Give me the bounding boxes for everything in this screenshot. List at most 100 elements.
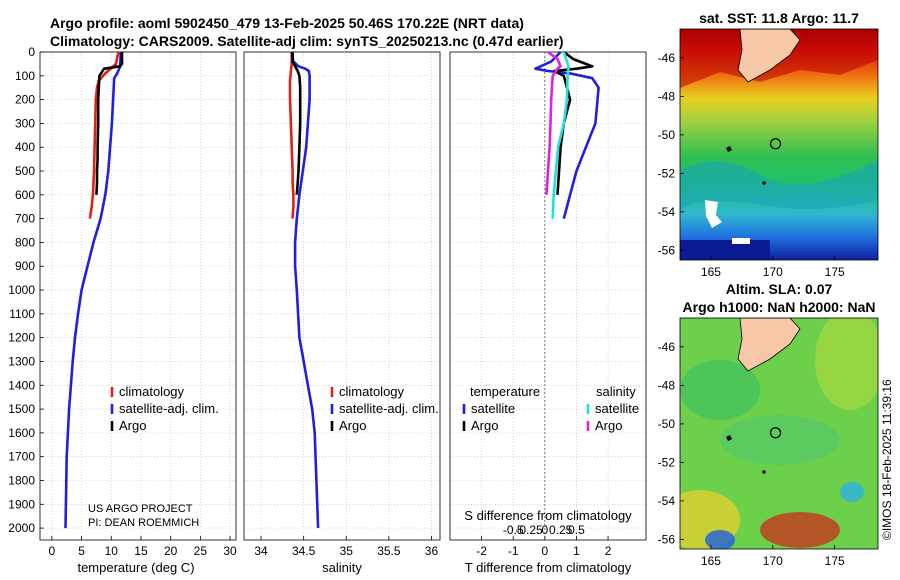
difference-series-salinity-satellite: [551, 51, 570, 219]
temperature-series-climatology: [88, 51, 120, 219]
depth-tick-label: 100: [15, 69, 35, 83]
sla-lon-tick-label: 170: [763, 554, 783, 568]
salinity-xtick-label: 34: [254, 544, 268, 558]
diff-temperature-legend-label: Argo: [471, 418, 498, 433]
diff-salinity-legend-label: Argo: [595, 418, 622, 433]
difference-panel: -2 -1 0 1 2 S difference from climatology -0…: [449, 50, 647, 575]
sst-missing-patch-1: [705, 200, 722, 228]
salinity-difference-tick-label: 0.5: [568, 523, 585, 537]
depth-tick-label: 0: [28, 45, 35, 59]
sst-lat-tick-label: -56: [658, 243, 676, 257]
salinity-panel: 34 34.5 35 35.5 36 salinity climatology satel…: [243, 51, 441, 575]
sla-map-title-line1: Altim. SLA: 0.07: [726, 281, 833, 297]
salinity-legend-label: climatology: [339, 384, 405, 399]
sst-lat-tick-label: -46: [658, 51, 676, 65]
depth-tick-label: 300: [15, 116, 35, 130]
sla-profile-location-marker: [769, 427, 782, 439]
temperature-xtick-label: 15: [134, 544, 148, 558]
sla-island-2: [762, 470, 766, 474]
sst-island-1: [726, 146, 732, 152]
sla-map-title-line2: Argo h1000: NaN h2000: NaN: [683, 299, 876, 315]
depth-tick-label: 1200: [8, 331, 35, 345]
difference-xtick-label: 1: [573, 544, 580, 558]
temperature-xlabel: temperature (deg C): [77, 560, 194, 575]
salinity-difference-label: S difference from climatology: [464, 508, 632, 523]
temperature-xtick-label: 30: [223, 544, 237, 558]
diff-salinity-legend-label: satellite: [595, 401, 639, 416]
salinity-difference-tick-label: -0.25: [515, 523, 543, 537]
salinity-series-satellite-adj-clim-: [290, 51, 320, 529]
sla-map-panel: Altim. SLA: 0.07 Argo h1000: NaN h2000: …: [658, 281, 879, 568]
sst-lon-tick-label: 175: [825, 265, 845, 279]
salinity-legend-label: Argo: [339, 418, 366, 433]
temperature-xtick-label: 0: [49, 544, 56, 558]
sla-lon-tick-label: 165: [701, 554, 721, 568]
salinity-xtick-label: 36: [425, 544, 439, 558]
difference-xtick-label: -2: [476, 544, 487, 558]
sla-patch-1: [680, 360, 760, 420]
sla-land-new-zealand: [737, 318, 801, 372]
sla-patch-2: [815, 318, 878, 410]
diff-legend-salinity-title: salinity: [596, 384, 636, 399]
depth-tick-label: 700: [15, 212, 35, 226]
imos-watermark: ©IMOS 18-Feb-2025 11:39:16: [880, 379, 894, 540]
sla-lat-tick-label: -50: [658, 417, 676, 431]
credit-line1: US ARGO PROJECT: [88, 503, 193, 515]
sla-lon-tick-label: 175: [825, 554, 845, 568]
depth-tick-label: 200: [15, 93, 35, 107]
figure-title-line2: Climatology: CARS2009. Satellite-adj cli…: [50, 33, 564, 49]
salinity-xtick-label: 35.5: [377, 544, 401, 558]
diff-legend-temperature-title: temperature: [470, 384, 540, 399]
sst-island-2: [762, 181, 766, 185]
sst-missing-patch-2: [732, 238, 750, 244]
sst-lat-tick-label: -54: [658, 205, 676, 219]
sla-lat-tick-label: -48: [658, 378, 676, 392]
depth-tick-label: 1100: [9, 307, 35, 321]
sst-lat-tick-label: -48: [658, 89, 676, 103]
sst-lat-tick-label: -50: [658, 128, 676, 142]
salinity-axes-frame: [243, 51, 441, 541]
depth-tick-label: 2000: [8, 521, 35, 535]
depth-tick-label: 1400: [8, 378, 35, 392]
salinity-series-climatology: [288, 52, 295, 219]
sst-map-panel: sat. SST: 11.8 Argo: 11.7 165 170 175 -46 -4…: [658, 10, 879, 279]
depth-tick-label: 400: [15, 140, 35, 154]
difference-xtick-label: 0: [541, 544, 548, 558]
sla-lat-tick-label: -52: [658, 455, 676, 469]
depth-tick-label: 1600: [8, 426, 35, 440]
sst-profile-location-marker: [769, 138, 782, 150]
sla-low-2: [840, 482, 864, 502]
depth-tick-label: 1500: [8, 402, 35, 416]
salinity-xtick-label: 34.5: [292, 544, 316, 558]
depth-tick-label: 600: [15, 188, 35, 202]
difference-series-salinity-argo: [545, 50, 562, 195]
salinity-difference-tick-label: 0.25: [549, 523, 573, 537]
depth-tick-label: 1800: [8, 473, 35, 487]
temperature-legend-label: satellite-adj. clim.: [119, 401, 219, 416]
salinity-difference-tick-label: 0: [541, 523, 548, 537]
temperature-xtick-label: 20: [164, 544, 178, 558]
sst-lat-tick-label: -52: [658, 166, 676, 180]
depth-tick-label: 500: [15, 164, 35, 178]
difference-series-temperature-satellite: [534, 51, 600, 219]
credit-line2: PI: DEAN ROEMMICH: [88, 517, 199, 529]
sla-high-2: [760, 512, 840, 548]
salinity-legend-label: satellite-adj. clim.: [339, 401, 439, 416]
salinity-xlabel: salinity: [322, 560, 362, 575]
depth-tick-label: 900: [15, 259, 35, 273]
sst-map-frame: [679, 28, 879, 261]
temperature-series-argo: [95, 52, 124, 195]
depth-tick-label: 1700: [8, 450, 35, 464]
depth-tick-label: 1000: [8, 283, 35, 297]
depth-tick-label: 800: [15, 235, 35, 249]
temperature-xtick-label: 5: [78, 544, 85, 558]
sla-patch-3: [720, 415, 840, 465]
sla-lat-tick-label: -56: [658, 532, 676, 546]
sst-map-title: sat. SST: 11.8 Argo: 11.7: [699, 10, 859, 26]
sla-island-1: [726, 435, 732, 441]
temperature-legend-label: climatology: [119, 384, 185, 399]
sla-lat-tick-label: -54: [658, 494, 676, 508]
temperature-panel: 0 5 10 15 20 25 30 0 100 200 300 400 500 600 700 800 90…: [8, 45, 237, 575]
sla-low-1: [705, 530, 735, 549]
